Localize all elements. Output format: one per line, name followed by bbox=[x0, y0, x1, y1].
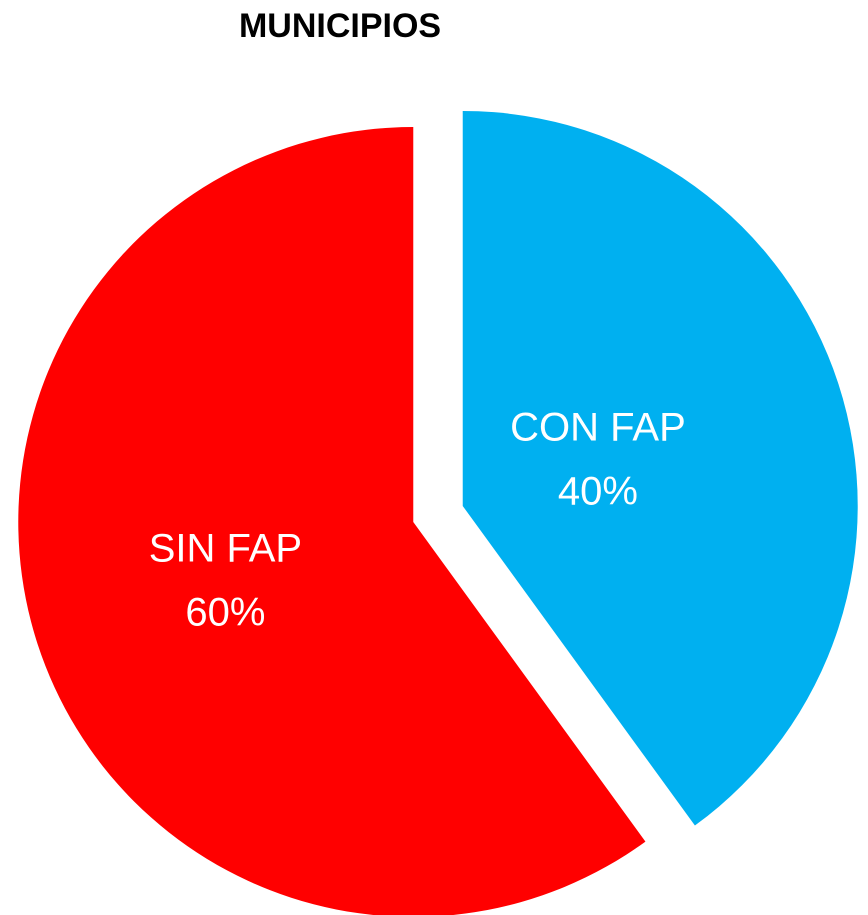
pie-slice bbox=[18, 127, 646, 915]
chart-title: MUNICIPIOS bbox=[239, 7, 441, 45]
slice-value-label: 60% bbox=[185, 591, 265, 635]
pie-slice bbox=[462, 110, 858, 826]
slice-value-label: 40% bbox=[558, 470, 638, 514]
slice-category-label: SIN FAP bbox=[149, 527, 302, 571]
slice-category-label: CON FAP bbox=[510, 406, 686, 450]
